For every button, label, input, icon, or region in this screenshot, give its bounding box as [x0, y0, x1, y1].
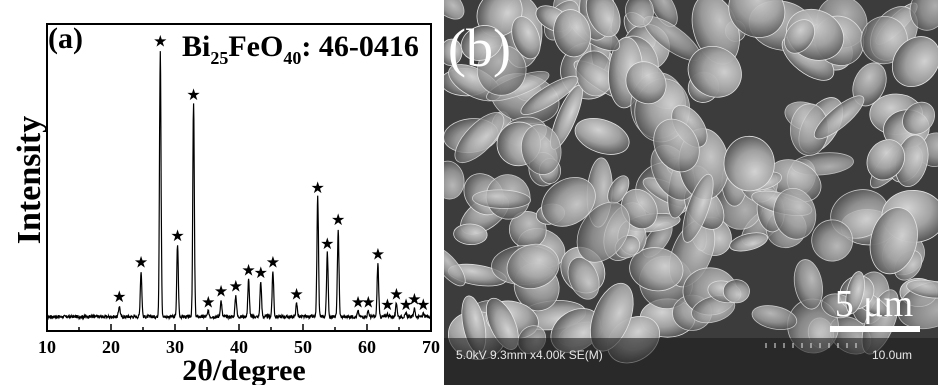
grain: [574, 118, 630, 155]
panel-a-label: (a): [48, 22, 83, 55]
x-tick-label: 70: [422, 337, 440, 357]
grain: [520, 124, 562, 175]
grain: [472, 189, 531, 209]
grain: [728, 0, 786, 38]
peak-markers: ★★★★★★★ ★★★★★★★★★★★★★★★★: [112, 32, 430, 314]
x-axis-label: 2θ/degree: [182, 354, 305, 385]
grain: [541, 177, 596, 227]
peak-star: ★: [186, 85, 200, 104]
peak-star: ★: [380, 295, 394, 314]
grain: [902, 101, 936, 135]
grain: [811, 219, 854, 262]
x-tick-label: 20: [102, 337, 120, 357]
peak-star: ★: [229, 276, 243, 295]
peak-star: ★: [407, 290, 421, 309]
phase-label: Bi25FeO40: 46-0416: [182, 30, 419, 68]
grain: [625, 0, 654, 28]
peak-star: ★: [266, 252, 280, 271]
grain: [511, 16, 541, 60]
x-tick-label: 10: [38, 337, 56, 357]
grain: [576, 201, 631, 263]
peak-star: ★: [134, 252, 148, 271]
grain: [723, 135, 775, 192]
x-tick-label: 60: [358, 337, 376, 357]
grain: [869, 207, 918, 275]
grain: [773, 187, 817, 240]
grain: [585, 0, 621, 38]
grain: [625, 61, 667, 105]
peak-star: ★: [214, 282, 228, 301]
sem-info-text: 5.0kV 9.3mm x4.00k SE(M): [456, 348, 603, 362]
grain: [813, 95, 865, 140]
y-axis-label: Intensity: [11, 116, 48, 244]
grain: [444, 38, 463, 66]
peak-star: ★: [361, 292, 375, 311]
xrd-panel: ★ ★ ★ ★ ★ ★ ★ ★ ★ ★ ★ ★ ★ ★ ★ ★ ★ ★ ★ ★ ★ ★ ★ 10 20 30 40 50 60 70 (…: [0, 0, 440, 387]
peak-star: ★: [311, 178, 325, 197]
peak-star: ★: [351, 292, 365, 311]
grain: [784, 19, 815, 54]
peak-star: ★: [399, 295, 413, 314]
sem-image-panel: (b) 5 μm 5.0kV 9.3mm x4.00k SE(M) 10.0um: [444, 0, 938, 385]
grain: [629, 247, 684, 292]
peak-star: ★: [254, 263, 268, 282]
peak-star: ★: [170, 226, 184, 245]
x-tick-labels: 10 20 30 40 50 60 70: [38, 337, 440, 357]
grain: [520, 75, 579, 115]
scale-ticks: [765, 343, 857, 348]
grain: [454, 112, 505, 164]
sem-micrograph: (b) 5 μm 5.0kV 9.3mm x4.00k SE(M) 10.0um: [444, 0, 938, 385]
peak-star: ★: [389, 284, 403, 303]
grain: [653, 118, 700, 173]
grain: [444, 246, 466, 287]
xrd-pattern-line: [47, 51, 432, 321]
peak-star: ★: [153, 32, 167, 51]
grain: [906, 279, 938, 299]
peak-star: ★: [112, 287, 126, 306]
axes-frame: [46, 23, 432, 332]
grain: [891, 36, 938, 87]
x-tick-label: 50: [294, 337, 312, 357]
peak-star: ★: [201, 292, 215, 311]
grain: [567, 256, 600, 300]
grain: [722, 279, 750, 304]
grain: [687, 45, 742, 98]
peak-star: ★: [320, 234, 334, 253]
grain: [866, 139, 906, 181]
scale-bar: [830, 326, 920, 332]
peak-star: ★: [289, 284, 303, 303]
grain: [453, 223, 488, 246]
x-tick-label: 30: [166, 337, 184, 357]
grain: [506, 243, 560, 289]
scale-ticks-label: 10.0um: [872, 348, 912, 362]
scale-bar-label: 5 μm: [835, 283, 913, 325]
grain: [751, 305, 798, 331]
x-tick-label: 40: [230, 337, 248, 357]
peak-star: ★: [241, 260, 255, 279]
grain: [793, 259, 823, 310]
grain: [729, 232, 768, 252]
peak-star: ★: [331, 210, 345, 229]
grain: [909, 0, 938, 31]
grain: [460, 25, 503, 61]
grain: [444, 160, 465, 200]
grain: [845, 271, 865, 314]
grain: [682, 173, 714, 243]
panel-b-label: (b): [448, 18, 511, 78]
peak-star: ★: [416, 295, 430, 314]
grain: [444, 0, 465, 20]
peak-star: ★: [371, 244, 385, 263]
grain: [553, 9, 592, 58]
xrd-chart: ★★★★★★★ ★★★★★★★★★★★★★★★★ 10 20 30 40 50 60 70 (…: [11, 22, 440, 387]
